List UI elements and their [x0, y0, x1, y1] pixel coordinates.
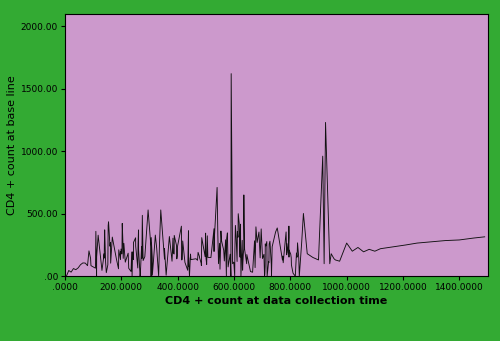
- X-axis label: CD4 + count at data collection time: CD4 + count at data collection time: [165, 296, 388, 306]
- Y-axis label: CD4 + count at base line: CD4 + count at base line: [6, 75, 16, 215]
